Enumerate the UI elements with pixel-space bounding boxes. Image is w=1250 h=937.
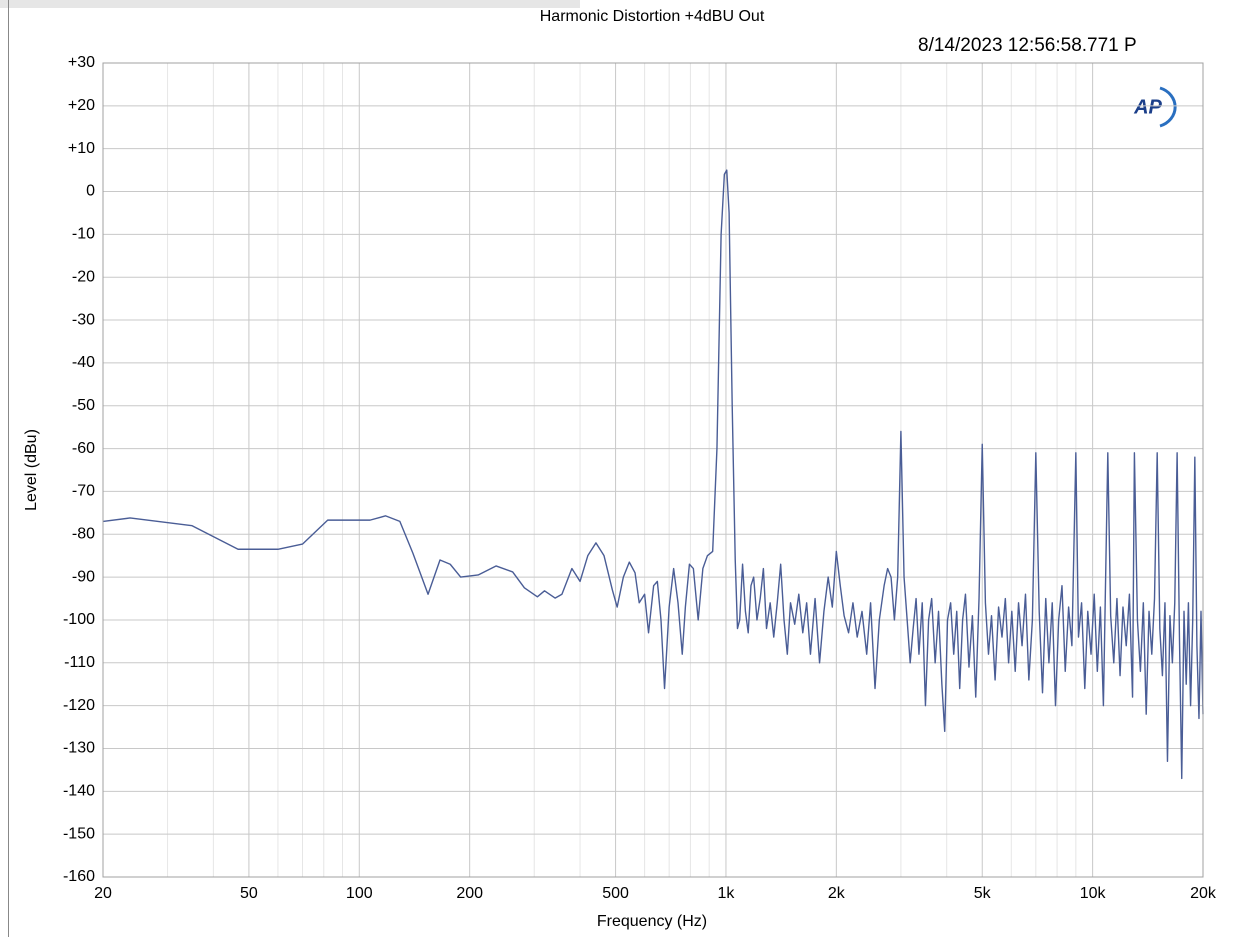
- y-tick-label: -20: [72, 268, 95, 285]
- toolbar-strip: [0, 0, 580, 8]
- y-tick-label: -80: [72, 525, 95, 542]
- plot: [102, 169, 1204, 780]
- x-tick-label: 500: [602, 885, 629, 902]
- timestamp: 8/14/2023 12:56:58.771 P: [918, 35, 1137, 56]
- grid: [102, 62, 1204, 878]
- x-tick-label: 2k: [828, 885, 846, 902]
- logo-arc: [1159, 86, 1177, 128]
- logo: AP: [1133, 86, 1177, 128]
- chart-title: Harmonic Distortion +4dBU Out: [540, 8, 765, 25]
- x-tick-label: 100: [346, 885, 373, 902]
- y-tick-label: -40: [72, 354, 95, 371]
- y-tick-label: -10: [72, 226, 95, 243]
- y-tick-label: +20: [68, 97, 95, 114]
- y-tick-label: -130: [63, 740, 95, 757]
- x-tick-label: 20k: [1190, 885, 1217, 902]
- x-tick-label: 200: [456, 885, 483, 902]
- y-tick-label: -70: [72, 483, 95, 500]
- y-tick-label: -60: [72, 440, 95, 457]
- y-tick-label: 0: [86, 183, 95, 200]
- y-tick-label: -160: [63, 868, 95, 885]
- y-tick-label: -90: [72, 568, 95, 585]
- y-tick-label: -120: [63, 697, 95, 714]
- x-tick-label: 10k: [1080, 885, 1107, 902]
- x-tick-label: 5k: [974, 885, 992, 902]
- x-tick-label: 20: [94, 885, 112, 902]
- logo-text: AP: [1133, 96, 1162, 118]
- y-tick-label: -140: [63, 783, 95, 800]
- y-tick-label: +10: [68, 140, 95, 157]
- y-tick-label: -150: [63, 825, 95, 842]
- y-tick-label: -30: [72, 311, 95, 328]
- y-tick-label: -50: [72, 397, 95, 414]
- x-tick-label: 50: [240, 885, 258, 902]
- series-line: [102, 169, 1204, 780]
- y-tick-label: -110: [64, 654, 95, 671]
- x-axis-label: Frequency (Hz): [597, 913, 707, 930]
- y-tick-label: -100: [63, 611, 95, 628]
- x-tick-label: 1k: [718, 885, 736, 902]
- y-tick-label: +30: [68, 54, 95, 71]
- y-axis-label: Level (dBu): [23, 429, 40, 511]
- plot-frame: [102, 62, 1204, 878]
